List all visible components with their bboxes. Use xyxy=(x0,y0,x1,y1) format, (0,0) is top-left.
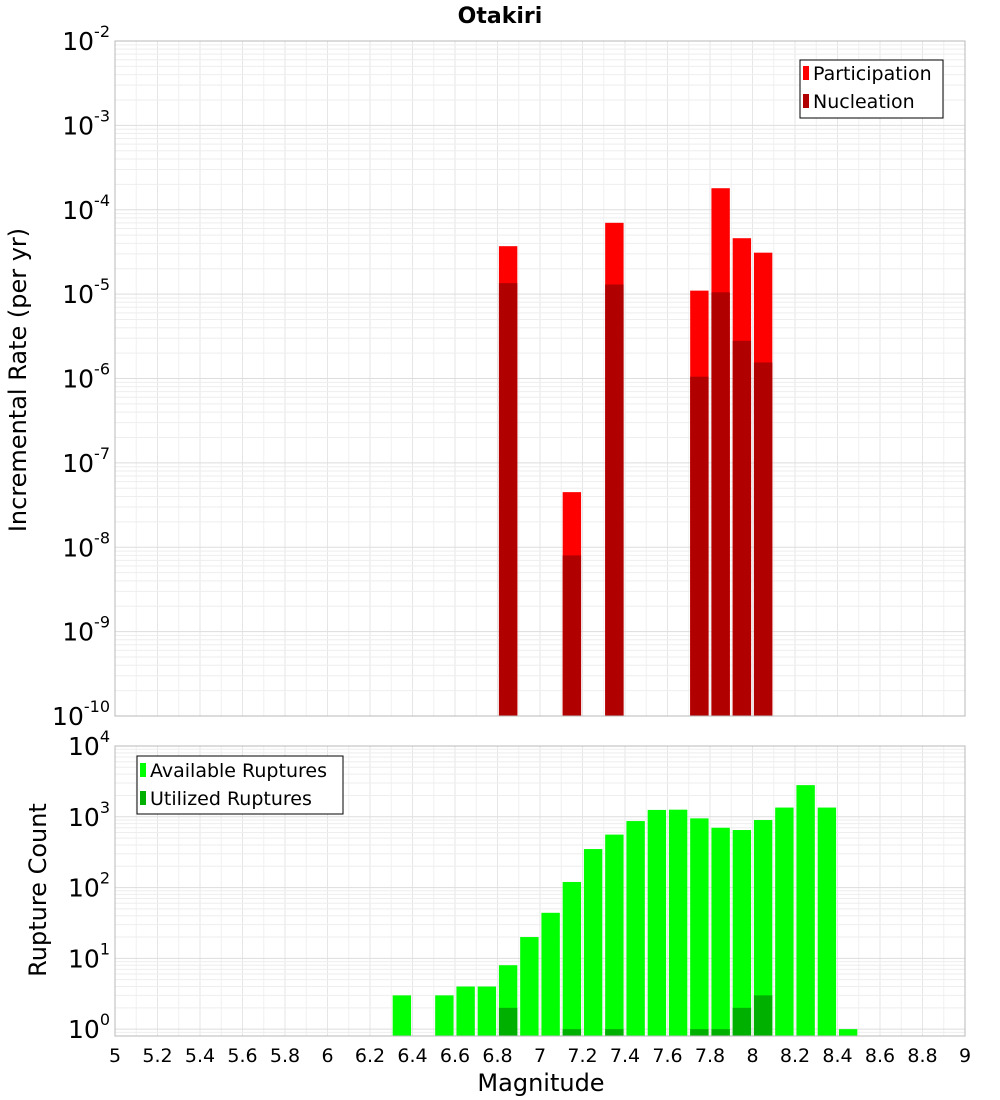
x-tick-label: 8.8 xyxy=(907,1045,937,1067)
bar-utilized-ruptures xyxy=(605,1029,624,1036)
x-tick-label: 8.4 xyxy=(822,1045,852,1067)
bar-nucleation xyxy=(690,376,709,716)
top-legend: Participation Nucleation xyxy=(799,59,944,119)
x-tick-label: 9 xyxy=(959,1045,971,1067)
bar-available-ruptures xyxy=(605,834,624,1036)
bar-nucleation xyxy=(605,284,624,716)
bar-available-ruptures xyxy=(690,818,709,1036)
bar-available-ruptures xyxy=(838,1029,858,1036)
bottom-plot-frame xyxy=(114,745,966,1037)
top-y-axis-label: Incremental Rate (per yr) xyxy=(4,228,32,532)
legend-participation-label: Participation xyxy=(813,63,932,85)
x-tick-label: 7 xyxy=(534,1045,546,1067)
legend-nucleation-swatch xyxy=(803,94,809,108)
bar-utilized-ruptures xyxy=(498,1007,518,1036)
bar-available-ruptures xyxy=(562,881,582,1036)
y-tick-label: 101 xyxy=(68,939,110,973)
bottom-series-0 xyxy=(392,785,858,1036)
y-tick-label: 10-9 xyxy=(62,613,110,647)
bar-available-ruptures xyxy=(732,830,752,1036)
bar-available-ruptures xyxy=(435,995,454,1036)
bar-nucleation xyxy=(562,555,582,716)
y-tick-label: 10-4 xyxy=(62,191,110,225)
y-tick-label: 10-5 xyxy=(62,275,110,309)
bar-available-ruptures xyxy=(817,807,837,1036)
x-tick-label: 5.4 xyxy=(185,1045,215,1067)
x-tick-label: 8.2 xyxy=(780,1045,810,1067)
x-tick-label: 6.4 xyxy=(397,1045,427,1067)
bottom-y-axis-label: Rupture Count xyxy=(24,803,52,977)
legend-available-swatch xyxy=(140,763,146,777)
x-tick-label: 8.6 xyxy=(865,1045,895,1067)
y-tick-label: 100 xyxy=(68,1010,110,1044)
bar-utilized-ruptures xyxy=(690,1029,709,1036)
bottom-series-1 xyxy=(498,995,773,1036)
y-tick-label: 10-2 xyxy=(62,22,110,56)
bar-nucleation xyxy=(711,292,730,716)
x-tick-label: 8 xyxy=(746,1045,758,1067)
bar-available-ruptures xyxy=(520,937,539,1036)
bar-available-ruptures xyxy=(456,986,475,1036)
bar-available-ruptures xyxy=(541,912,560,1036)
y-tick-label: 10-6 xyxy=(62,360,110,394)
bar-utilized-ruptures xyxy=(711,1029,730,1036)
bar-available-ruptures xyxy=(668,809,688,1036)
x-tick-label: 6.6 xyxy=(440,1045,470,1067)
y-tick-label: 10-3 xyxy=(62,106,110,140)
bar-nucleation xyxy=(732,340,752,716)
bar-utilized-ruptures xyxy=(753,995,773,1036)
bar-utilized-ruptures xyxy=(732,1007,752,1036)
x-tick-label: 6.2 xyxy=(355,1045,385,1067)
bar-available-ruptures xyxy=(775,807,794,1036)
y-tick-label: 10-8 xyxy=(62,528,110,562)
legend-nucleation-label: Nucleation xyxy=(813,91,915,113)
top-series-1 xyxy=(498,283,773,716)
legend-utilized-swatch xyxy=(140,791,146,805)
bar-nucleation xyxy=(498,283,518,716)
y-tick-label: 104 xyxy=(68,727,110,761)
y-tick-label: 10-10 xyxy=(52,697,110,731)
x-tick-label: 6 xyxy=(321,1045,333,1067)
bar-nucleation xyxy=(753,362,773,716)
y-tick-label: 102 xyxy=(68,869,110,903)
bar-available-ruptures xyxy=(626,821,645,1036)
bar-utilized-ruptures xyxy=(562,1029,582,1036)
x-tick-label: 5 xyxy=(109,1045,121,1067)
x-tick-label: 5.6 xyxy=(227,1045,257,1067)
x-tick-label: 7.2 xyxy=(567,1045,597,1067)
top-plot-area: 10-10 10-9 10-8 10-7 10-6 10-5 10-4 10-3 10-2 xyxy=(52,22,966,731)
bottom-y-tick-labels: 100 101 102 103 104 xyxy=(68,727,110,1044)
x-tick-label: 7.6 xyxy=(652,1045,682,1067)
y-tick-label: 103 xyxy=(68,798,110,832)
bar-available-ruptures xyxy=(583,849,603,1036)
x-tick-label: 5.8 xyxy=(270,1045,300,1067)
bar-available-ruptures xyxy=(477,986,497,1036)
bar-available-ruptures xyxy=(753,820,773,1036)
bar-available-ruptures xyxy=(392,995,412,1036)
x-tick-label: 7.8 xyxy=(695,1045,725,1067)
top-plot-frame xyxy=(114,40,966,717)
y-tick-label: 10-7 xyxy=(62,444,110,478)
bar-available-ruptures xyxy=(647,809,667,1036)
legend-available-label: Available Ruptures xyxy=(150,760,327,782)
x-axis-ticks: 5 5.2 5.4 5.6 5.8 6 6.2 6.4 6.6 6.8 7 7.2 7.4 7.6 7.8 8… xyxy=(109,1045,971,1067)
x-tick-label: 5.2 xyxy=(142,1045,172,1067)
bar-available-ruptures xyxy=(711,827,730,1036)
top-grid xyxy=(114,41,966,717)
chart-title: Otakiri xyxy=(458,4,543,29)
bar-available-ruptures xyxy=(796,785,815,1036)
top-y-tick-labels: 10-10 10-9 10-8 10-7 10-6 10-5 10-4 10-3 10-2 xyxy=(52,22,110,731)
x-tick-label: 6.8 xyxy=(482,1045,512,1067)
x-axis-label: Magnitude xyxy=(477,1069,604,1097)
bottom-legend: Available Ruptures Utilized Ruptures xyxy=(136,755,344,815)
x-tick-label: 7.4 xyxy=(610,1045,640,1067)
legend-utilized-label: Utilized Ruptures xyxy=(150,788,312,810)
legend-participation-swatch xyxy=(803,66,809,80)
